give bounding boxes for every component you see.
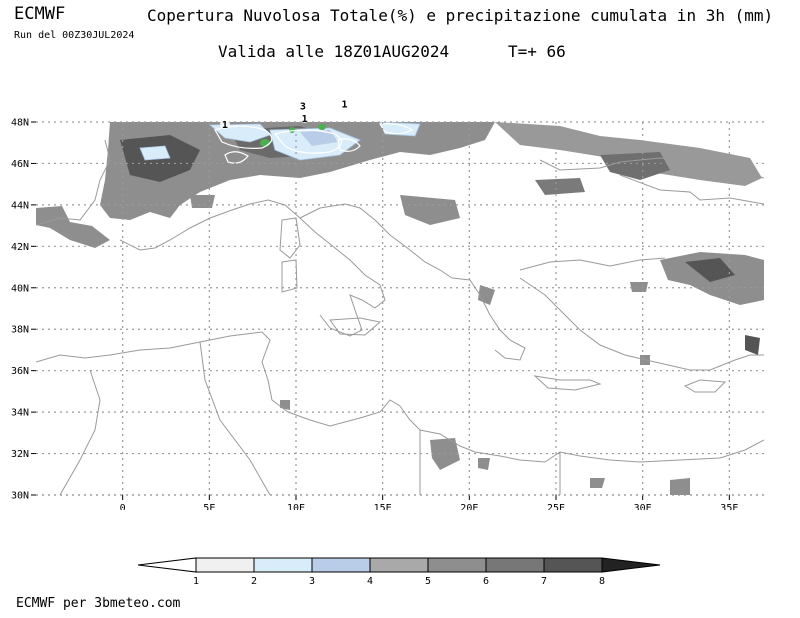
legend-swatch xyxy=(543,557,603,573)
lat-label: 34N xyxy=(11,408,29,419)
valid-time-label: Valida alle 18Z01AUG2024 xyxy=(218,42,450,61)
lon-label: 5E xyxy=(203,503,215,510)
model-name: ECMWF xyxy=(14,4,66,24)
contour-label-bg xyxy=(299,112,310,123)
lat-label: 38N xyxy=(11,325,29,336)
legend-label: 6 xyxy=(483,576,489,587)
lat-label: 30N xyxy=(11,491,29,502)
lon-label: 15E xyxy=(374,503,392,510)
map-title: Copertura Nuvolosa Totale(%) e precipita… xyxy=(147,6,774,25)
contour-label-bg xyxy=(339,100,350,109)
contour-labels: 15311 xyxy=(219,100,350,131)
run-label: Run del 00Z30JUL2024 xyxy=(14,30,135,41)
legend-label: 2 xyxy=(251,576,257,587)
weather-map: 48N 46N 44N 42N 40N 38N 36N 34N 32N 30N 0 5E 10E 15E… xyxy=(11,100,764,510)
legend-label: 4 xyxy=(367,576,373,587)
legend-label: 5 xyxy=(425,576,431,587)
lat-label: 44N xyxy=(11,200,29,211)
legend-label: 8 xyxy=(599,576,605,587)
lat-label: 42N xyxy=(11,242,29,253)
contour-label: 1 xyxy=(342,100,348,110)
legend-label: 7 xyxy=(541,576,547,587)
legend-label: 3 xyxy=(309,576,315,587)
contour-label: 1 xyxy=(302,114,308,125)
legend-swatch xyxy=(311,557,371,573)
lon-label: 0 xyxy=(120,503,126,510)
lat-label: 40N xyxy=(11,283,29,294)
legend-swatch xyxy=(253,557,313,573)
footer-credit: ECMWF per 3bmeteo.com xyxy=(16,596,181,611)
lon-label: 25E xyxy=(547,503,565,510)
contour-label-bg xyxy=(219,119,230,130)
lon-label: 10E xyxy=(287,503,305,510)
legend-label: 1 xyxy=(193,576,199,587)
lat-label: 32N xyxy=(11,449,29,460)
lon-label: 20E xyxy=(460,503,478,510)
precipitation-contours xyxy=(214,123,414,164)
lat-label: 48N xyxy=(11,118,29,129)
lead-time-label: T=+ 66 xyxy=(508,42,566,61)
legend-high-arrow xyxy=(601,557,661,573)
lon-label: 30E xyxy=(634,503,652,510)
precip-legend: 1 2 3 4 5 6 7 8 xyxy=(137,557,661,587)
latitude-labels: 48N 46N 44N 42N 40N 38N 36N 34N 32N 30N xyxy=(11,118,29,502)
legend-swatch xyxy=(427,557,487,573)
legend-swatch xyxy=(195,557,255,573)
contour-label: 3 xyxy=(300,101,306,112)
lat-lon-grid xyxy=(31,121,764,500)
legend-swatch xyxy=(485,557,545,573)
legend-swatch xyxy=(369,557,429,573)
lat-label: 46N xyxy=(11,159,29,170)
contour-label: 1 xyxy=(222,120,228,131)
lat-label: 36N xyxy=(11,366,29,377)
lon-label: 35E xyxy=(720,503,738,510)
contour-label-bg xyxy=(297,100,308,111)
cloud-cover-layer xyxy=(36,122,764,495)
longitude-labels: 0 5E 10E 15E 20E 25E 30E 35E xyxy=(120,503,739,510)
legend-low-arrow xyxy=(137,557,197,573)
